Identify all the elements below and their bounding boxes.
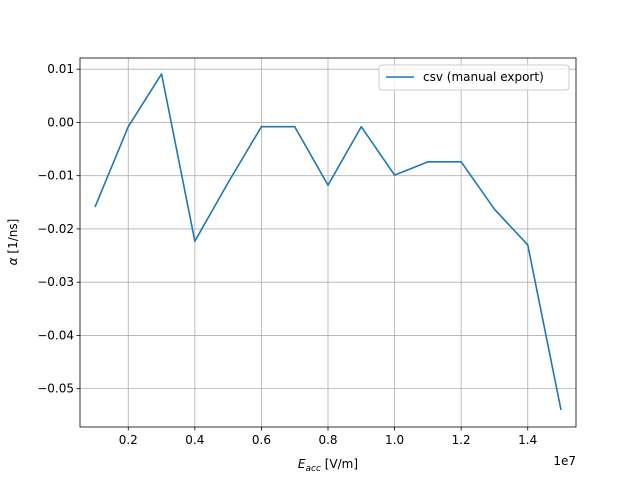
- series-layer: [94, 73, 562, 411]
- x-axis-label-sub: acc: [306, 464, 321, 474]
- x-axis-label: Eacc [V/m]: [298, 457, 358, 474]
- legend-box: [378, 64, 570, 91]
- legend-entry-label: csv (manual export): [423, 70, 544, 84]
- x-axis-label-unit: [V/m]: [321, 457, 358, 471]
- x-axis-multiplier: 1e7: [553, 454, 576, 468]
- y-tick-label: −0.03: [37, 275, 74, 289]
- y-tick-label: 0.00: [47, 115, 74, 129]
- y-axis-label: α [1/ns]: [6, 219, 20, 266]
- x-tick-label: 0.4: [185, 433, 204, 447]
- grid: [80, 58, 576, 427]
- y-axis-label-symbol: α: [6, 257, 20, 265]
- series-line: [94, 73, 562, 411]
- x-tick-label: 1.2: [452, 433, 471, 447]
- y-axis-label-unit: [1/ns]: [6, 219, 20, 258]
- x-axis-label-main: E: [298, 457, 306, 471]
- x-tick-label: 0.6: [252, 433, 271, 447]
- y-tick-label: −0.05: [37, 382, 74, 396]
- y-tick-label: 0.01: [47, 62, 74, 76]
- y-tick-label: −0.02: [37, 222, 74, 236]
- legend: csv (manual export): [378, 64, 570, 91]
- x-tick-label: 1.4: [518, 433, 537, 447]
- x-tick-label: 1.0: [385, 433, 404, 447]
- ticks: 0.2 0.4 0.6 0.8 1.0 1.2 1.4 0.01 0.00 −0.01 −0.02 −…: [37, 62, 537, 447]
- y-tick-label: −0.04: [37, 328, 74, 342]
- x-tick-label: 0.8: [318, 433, 337, 447]
- y-tick-label: −0.01: [37, 169, 74, 183]
- x-tick-label: 0.2: [119, 433, 138, 447]
